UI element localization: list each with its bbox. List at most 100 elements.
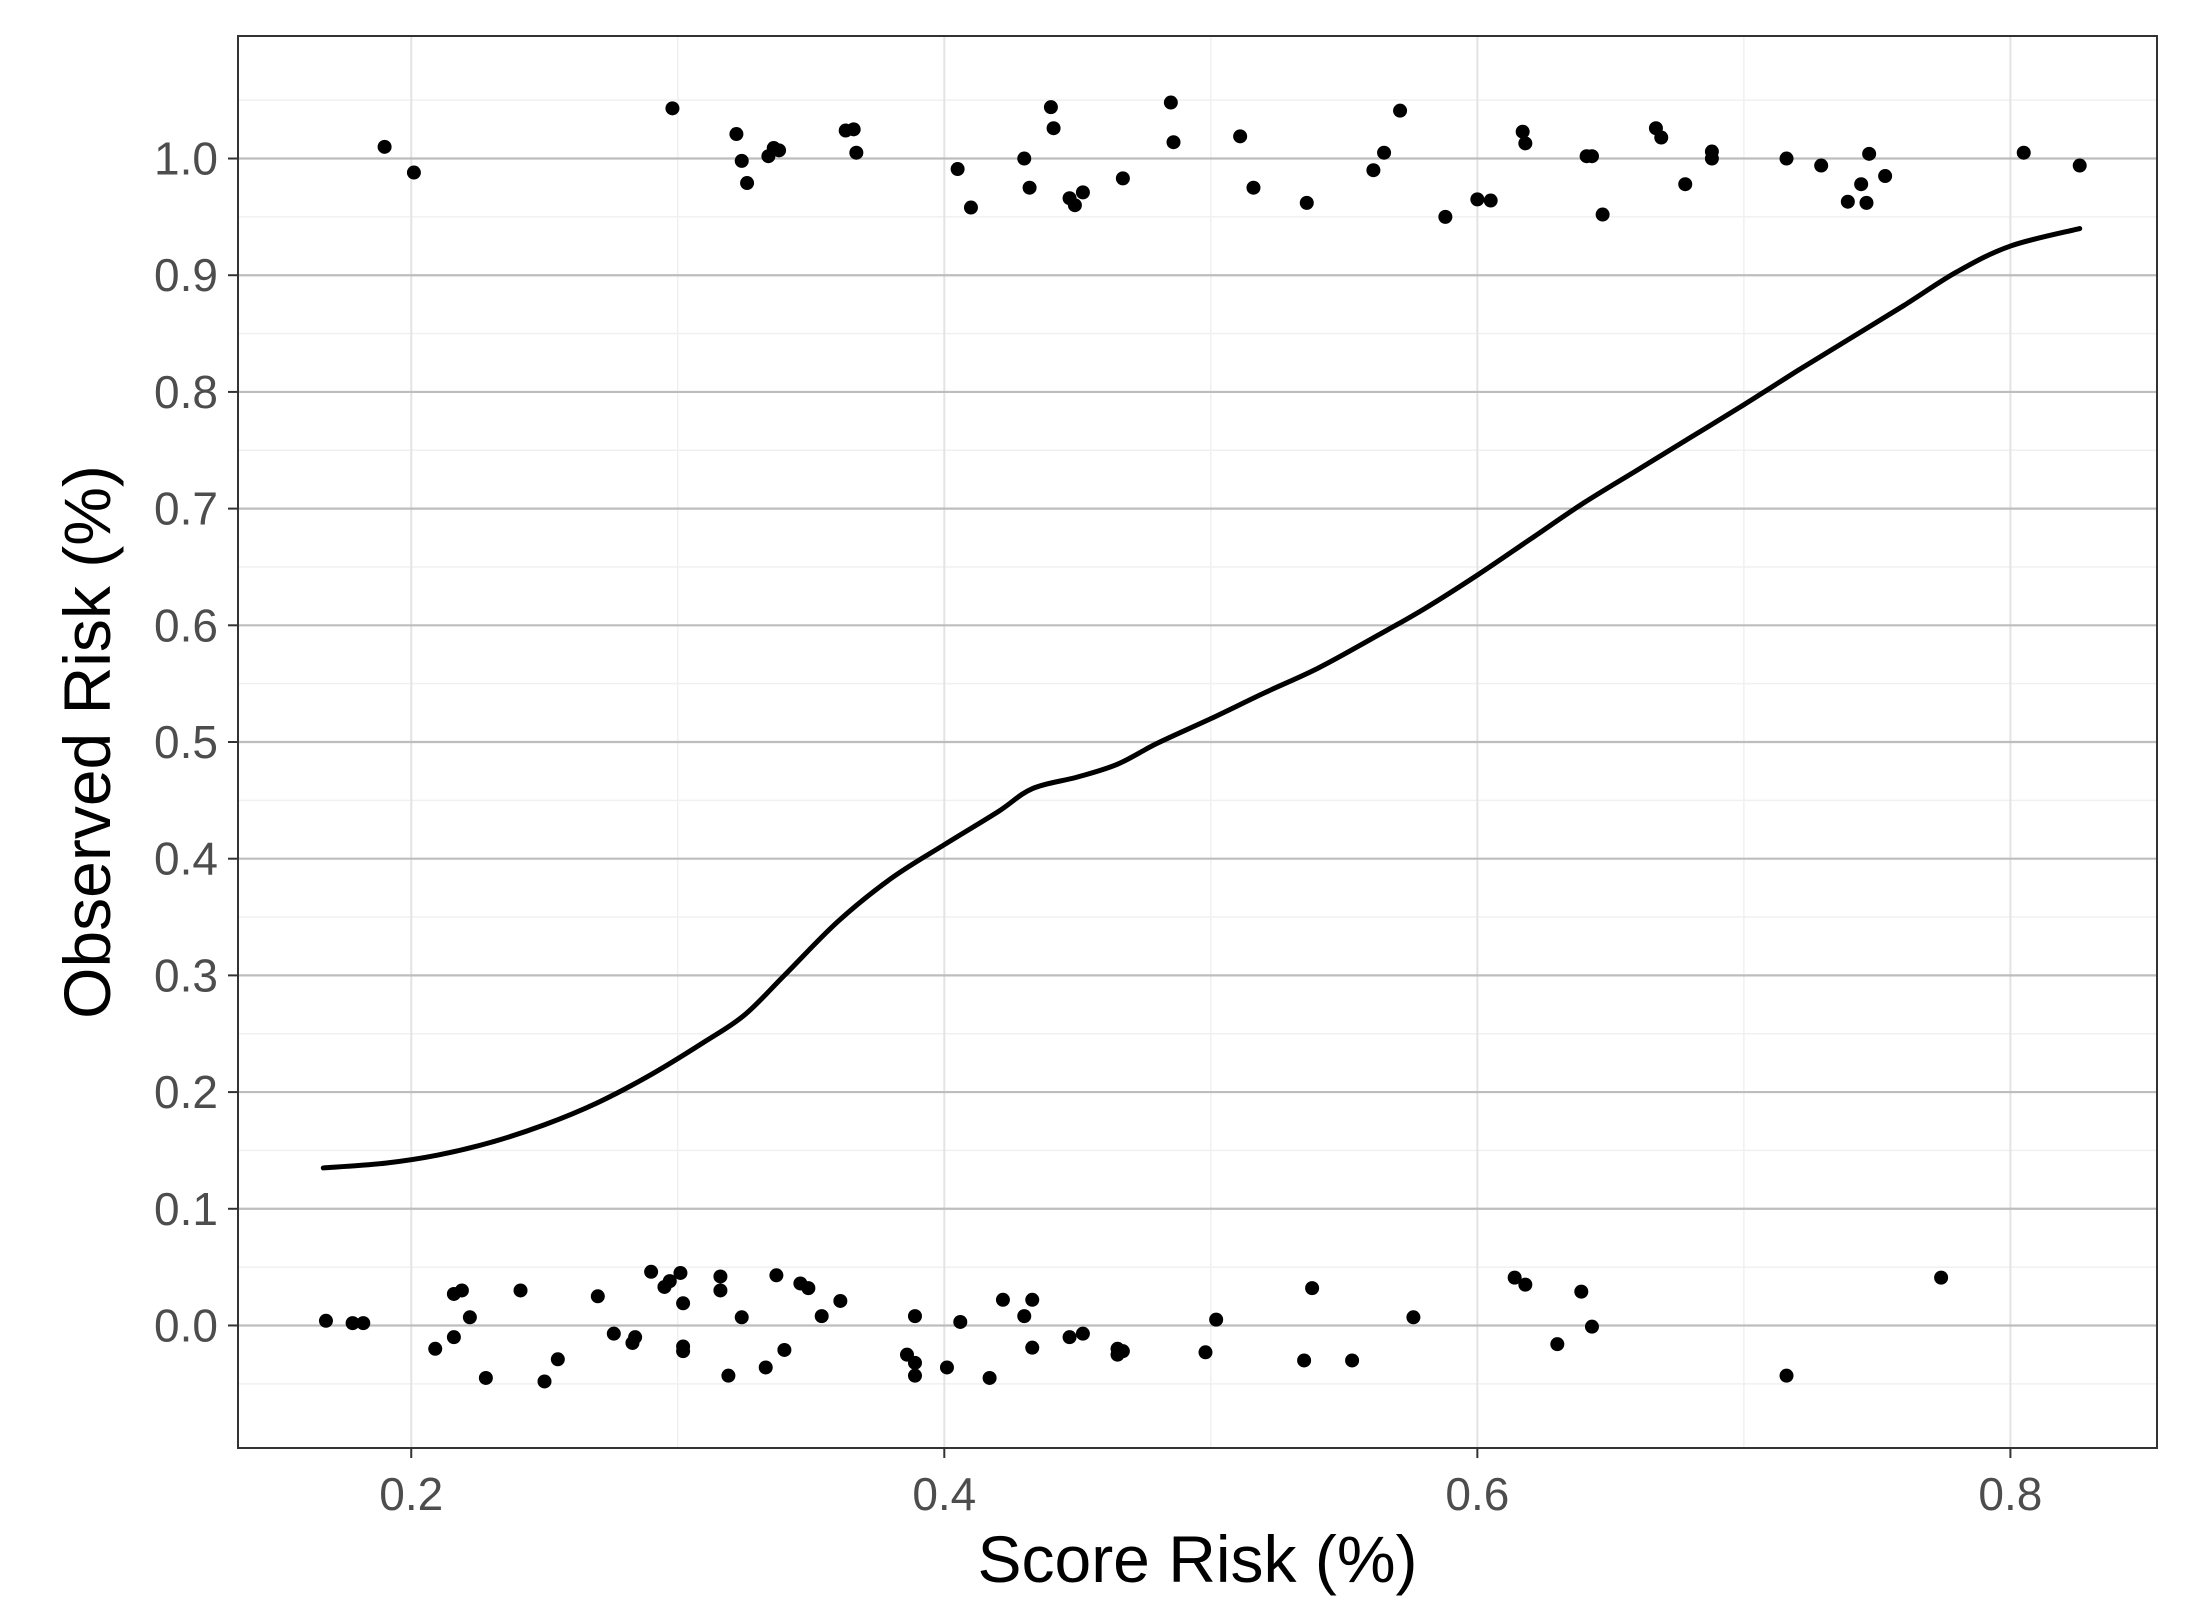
data-point bbox=[1299, 195, 1314, 210]
data-point bbox=[1438, 209, 1453, 224]
data-point bbox=[1345, 1353, 1360, 1368]
x-tick-label: 0.4 bbox=[912, 1468, 976, 1520]
data-point bbox=[665, 101, 680, 116]
data-point bbox=[1366, 163, 1381, 178]
x-axis-title: Score Risk (%) bbox=[977, 1522, 1417, 1596]
minor-gridlines bbox=[238, 36, 2157, 1448]
data-point bbox=[740, 176, 755, 191]
data-point bbox=[1862, 146, 1877, 161]
data-point bbox=[2072, 158, 2087, 173]
data-point bbox=[644, 1264, 659, 1279]
data-point bbox=[676, 1296, 691, 1311]
y-tick-label: 0.1 bbox=[154, 1183, 218, 1235]
data-point bbox=[849, 145, 864, 160]
data-point bbox=[1654, 130, 1669, 145]
data-point bbox=[1518, 1277, 1533, 1292]
data-point bbox=[1483, 193, 1498, 208]
data-point bbox=[1515, 124, 1530, 139]
y-tick-label: 0.8 bbox=[154, 366, 218, 418]
y-tick-label: 0.6 bbox=[154, 599, 218, 651]
data-point bbox=[769, 1268, 784, 1283]
data-point bbox=[1305, 1281, 1320, 1296]
data-point bbox=[734, 1310, 749, 1325]
data-point bbox=[1075, 185, 1090, 200]
data-point bbox=[1163, 95, 1178, 110]
data-point bbox=[1115, 1344, 1130, 1359]
data-point bbox=[953, 1314, 968, 1329]
data-point bbox=[345, 1316, 360, 1331]
data-point bbox=[734, 153, 749, 168]
data-point bbox=[729, 127, 744, 142]
data-point bbox=[406, 165, 421, 180]
data-point bbox=[1166, 135, 1181, 150]
data-point bbox=[1377, 145, 1392, 160]
data-point bbox=[1017, 151, 1032, 166]
x-axis-ticks: 0.2 0.4 0.6 0.8 bbox=[379, 1448, 2042, 1520]
data-point bbox=[1584, 1319, 1599, 1334]
x-tick-label: 0.6 bbox=[1445, 1468, 1509, 1520]
data-point bbox=[318, 1313, 333, 1328]
data-point bbox=[1859, 195, 1874, 210]
data-point bbox=[907, 1368, 922, 1383]
data-point bbox=[939, 1360, 954, 1375]
data-point bbox=[1550, 1337, 1565, 1352]
data-point bbox=[1934, 1270, 1949, 1285]
data-point bbox=[950, 162, 965, 177]
data-point bbox=[1584, 149, 1599, 164]
data-point bbox=[446, 1330, 461, 1345]
data-point bbox=[833, 1293, 848, 1308]
data-point bbox=[1878, 169, 1893, 184]
data-point bbox=[1043, 100, 1058, 115]
data-point bbox=[713, 1283, 728, 1298]
data-point bbox=[377, 139, 392, 154]
data-point bbox=[1704, 151, 1719, 166]
data-point bbox=[1067, 198, 1082, 213]
data-point bbox=[721, 1368, 736, 1383]
y-tick-label: 0.3 bbox=[154, 949, 218, 1001]
data-point bbox=[1022, 180, 1037, 195]
data-point bbox=[1574, 1284, 1589, 1299]
data-point bbox=[814, 1309, 829, 1324]
data-point bbox=[1017, 1309, 1032, 1324]
data-point bbox=[801, 1281, 816, 1296]
x-tick-label: 0.2 bbox=[379, 1468, 443, 1520]
y-tick-label: 0.7 bbox=[154, 483, 218, 535]
data-point bbox=[1115, 171, 1130, 186]
data-point bbox=[1678, 177, 1693, 192]
data-point bbox=[995, 1292, 1010, 1307]
data-point bbox=[428, 1341, 443, 1356]
data-point bbox=[2016, 145, 2031, 160]
data-points bbox=[318, 95, 2087, 1389]
data-point bbox=[1198, 1345, 1213, 1360]
smooth-line bbox=[320, 226, 2083, 1171]
data-point bbox=[513, 1283, 528, 1298]
data-point bbox=[673, 1265, 688, 1280]
data-point bbox=[907, 1309, 922, 1324]
data-point bbox=[1507, 1270, 1522, 1285]
data-point bbox=[1595, 207, 1610, 222]
data-point bbox=[846, 122, 861, 137]
data-point bbox=[777, 1342, 792, 1357]
data-point bbox=[462, 1310, 477, 1325]
data-point bbox=[1025, 1292, 1040, 1307]
data-point bbox=[1233, 129, 1248, 144]
data-point bbox=[1470, 192, 1485, 207]
data-point bbox=[590, 1289, 605, 1304]
data-point bbox=[907, 1355, 922, 1370]
y-tick-label: 0.5 bbox=[154, 716, 218, 768]
data-point bbox=[550, 1352, 565, 1367]
data-point bbox=[1854, 177, 1869, 192]
y-tick-label: 0.4 bbox=[154, 833, 218, 885]
y-tick-label: 0.2 bbox=[154, 1066, 218, 1118]
y-axis-title: Observed Risk (%) bbox=[50, 465, 124, 1019]
data-point bbox=[982, 1370, 997, 1385]
data-point bbox=[1209, 1312, 1224, 1327]
data-point bbox=[1025, 1340, 1040, 1355]
y-tick-label: 0.9 bbox=[154, 249, 218, 301]
data-point bbox=[1779, 1368, 1794, 1383]
data-point bbox=[606, 1326, 621, 1341]
data-point bbox=[1246, 180, 1261, 195]
